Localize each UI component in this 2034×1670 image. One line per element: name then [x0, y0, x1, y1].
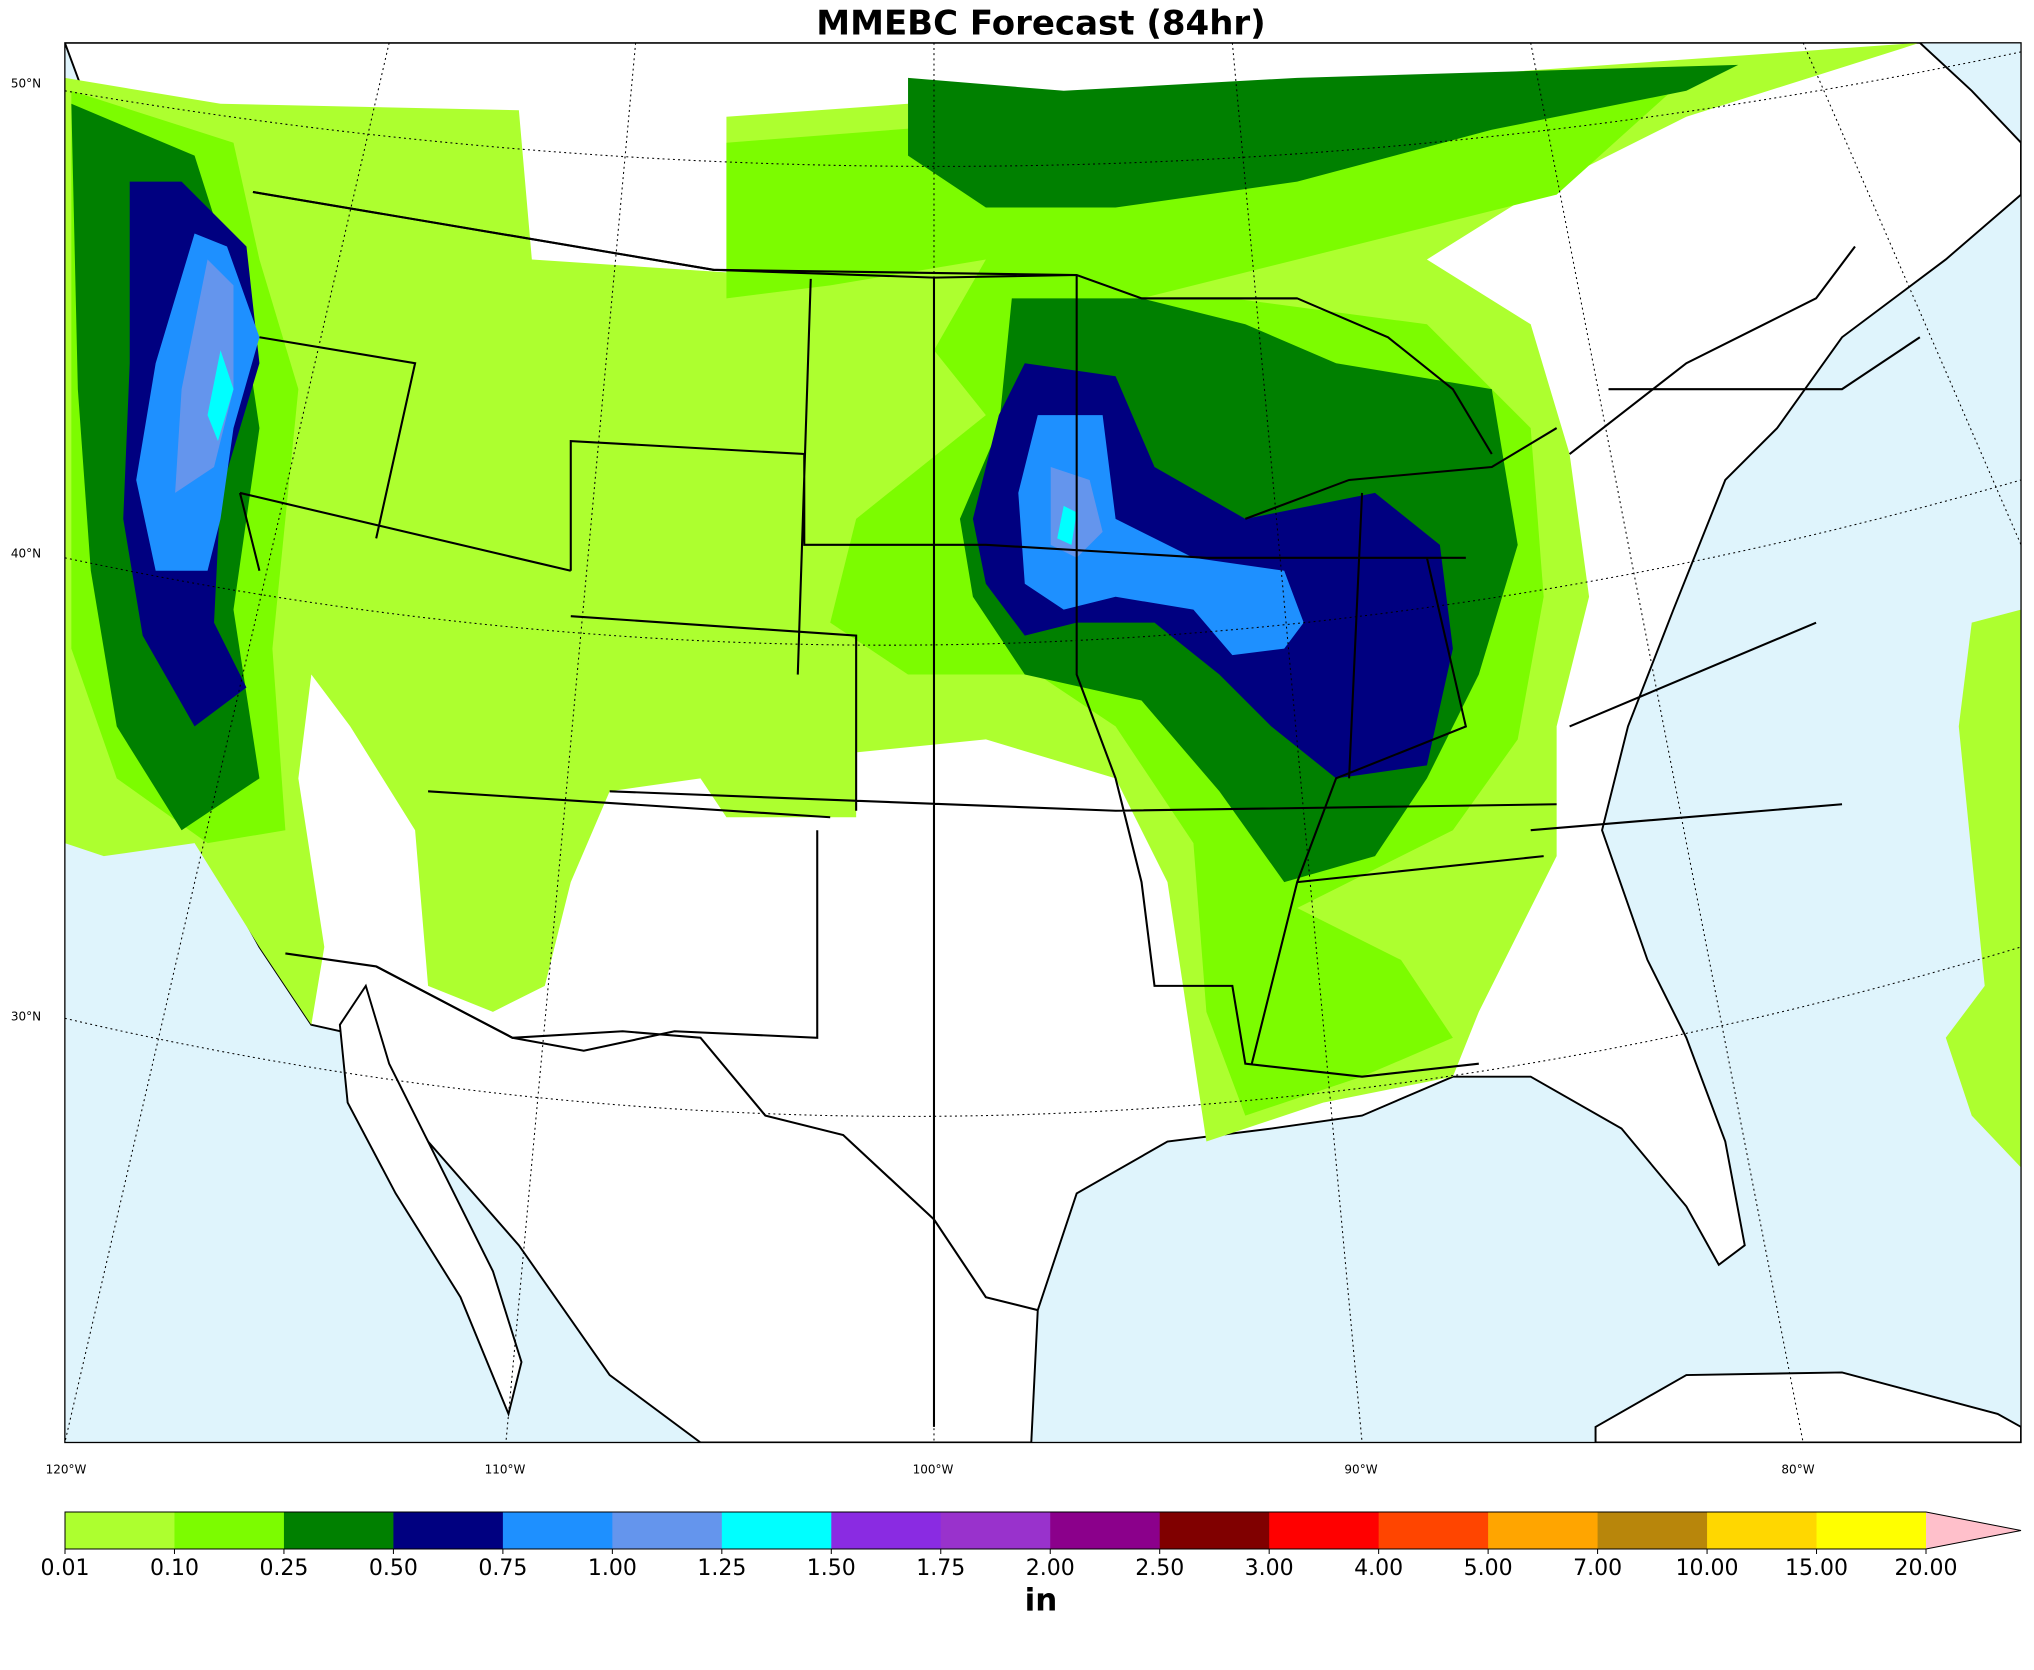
graticule: [64, 42, 2022, 1443]
colorbar-tick-label: 0.75: [478, 1556, 527, 1581]
colorbar-segment: [1159, 1512, 1270, 1549]
colorbar-tick-label: 2.50: [1135, 1556, 1184, 1581]
title: MMEBC Forecast (84hr): [816, 4, 1265, 44]
colorbar-segment: [1488, 1512, 1599, 1549]
lon-label: 120°W: [46, 1463, 87, 1477]
colorbar-segment: [1816, 1512, 1927, 1549]
lat-label: 50°N: [11, 77, 41, 91]
colorbar-segment: [502, 1512, 613, 1549]
map-content: [64, 42, 2022, 1443]
state-borders: [238, 190, 1921, 1427]
map-frame: [64, 42, 2022, 1444]
colorbar-tick-label: 2.00: [1026, 1556, 1075, 1581]
colorbar-extend: [1926, 1512, 2021, 1549]
colorbar-tick-label: 1.25: [697, 1556, 746, 1581]
colorbar-segment: [65, 1512, 175, 1549]
colorbar-segment: [1269, 1512, 1380, 1549]
colorbar-tick-label: 4.00: [1354, 1556, 1403, 1581]
colorbar-segment: [283, 1512, 394, 1549]
colorbar-segment: [1707, 1512, 1818, 1549]
colorbar-segment: [1597, 1512, 1708, 1549]
parallel: [64, 51, 2022, 1117]
lon-label: 80°W: [1781, 1463, 1814, 1477]
colorbar-tick-label: 3.00: [1245, 1556, 1294, 1581]
map: [64, 42, 2022, 1444]
colorbar-tick-label: 5.00: [1464, 1556, 1513, 1581]
colorbar-tick-label: 15.00: [1785, 1556, 1848, 1581]
colorbar-segment: [174, 1512, 285, 1549]
precip-0.50: [123, 181, 1453, 779]
colorbar: 0.01 0.10 0.25 0.50 0.75 1.00 1.25 1.50 1.75 2.00…: [41, 1511, 2022, 1581]
colorbar-tick-label: 0.50: [369, 1556, 418, 1581]
lat-label: 30°N: [11, 1010, 41, 1024]
colorbar-tick-label: 1.50: [807, 1556, 856, 1581]
cuba: [1594, 1371, 2022, 1443]
lon-label: 100°W: [913, 1463, 954, 1477]
intl-border: [252, 190, 1856, 1312]
colorbar-tick-label: 1.75: [916, 1556, 965, 1581]
colorbar-segment: [393, 1512, 504, 1549]
colorbar-segment: [1050, 1512, 1161, 1549]
lon-label: 110°W: [485, 1463, 526, 1477]
lon-labels: 120°W 110°W 100°W 90°W 80°W: [46, 1463, 1815, 1477]
colorbar-outline: [64, 1511, 2022, 1550]
lon-label: 90°W: [1344, 1463, 1377, 1477]
colorbar-segment: [612, 1512, 723, 1549]
lat-label: 40°N: [11, 547, 41, 561]
colorbar-tick-label: 1.00: [588, 1556, 637, 1581]
colorbar-tick-label: 0.25: [259, 1556, 308, 1581]
colorbar-tick-label: 0.10: [150, 1556, 199, 1581]
colorbar-segment: [831, 1512, 942, 1549]
colorbar-unit: in: [1025, 1583, 1058, 1619]
precip-0.75: [136, 233, 1304, 656]
baja: [338, 983, 523, 1418]
colorbar-segment: [1378, 1512, 1489, 1549]
colorbar-segment: [721, 1512, 832, 1549]
colorbar-tick-label: 20.00: [1895, 1556, 1958, 1581]
colorbar-segment: [940, 1512, 1051, 1549]
colorbar-tick-label: 10.00: [1676, 1556, 1739, 1581]
colorbar-tick-label: 0.01: [41, 1556, 90, 1581]
lat-labels: 50°N 40°N 30°N: [11, 77, 41, 1024]
border: [238, 190, 1921, 1427]
colorbar-tick-label: 7.00: [1573, 1556, 1622, 1581]
